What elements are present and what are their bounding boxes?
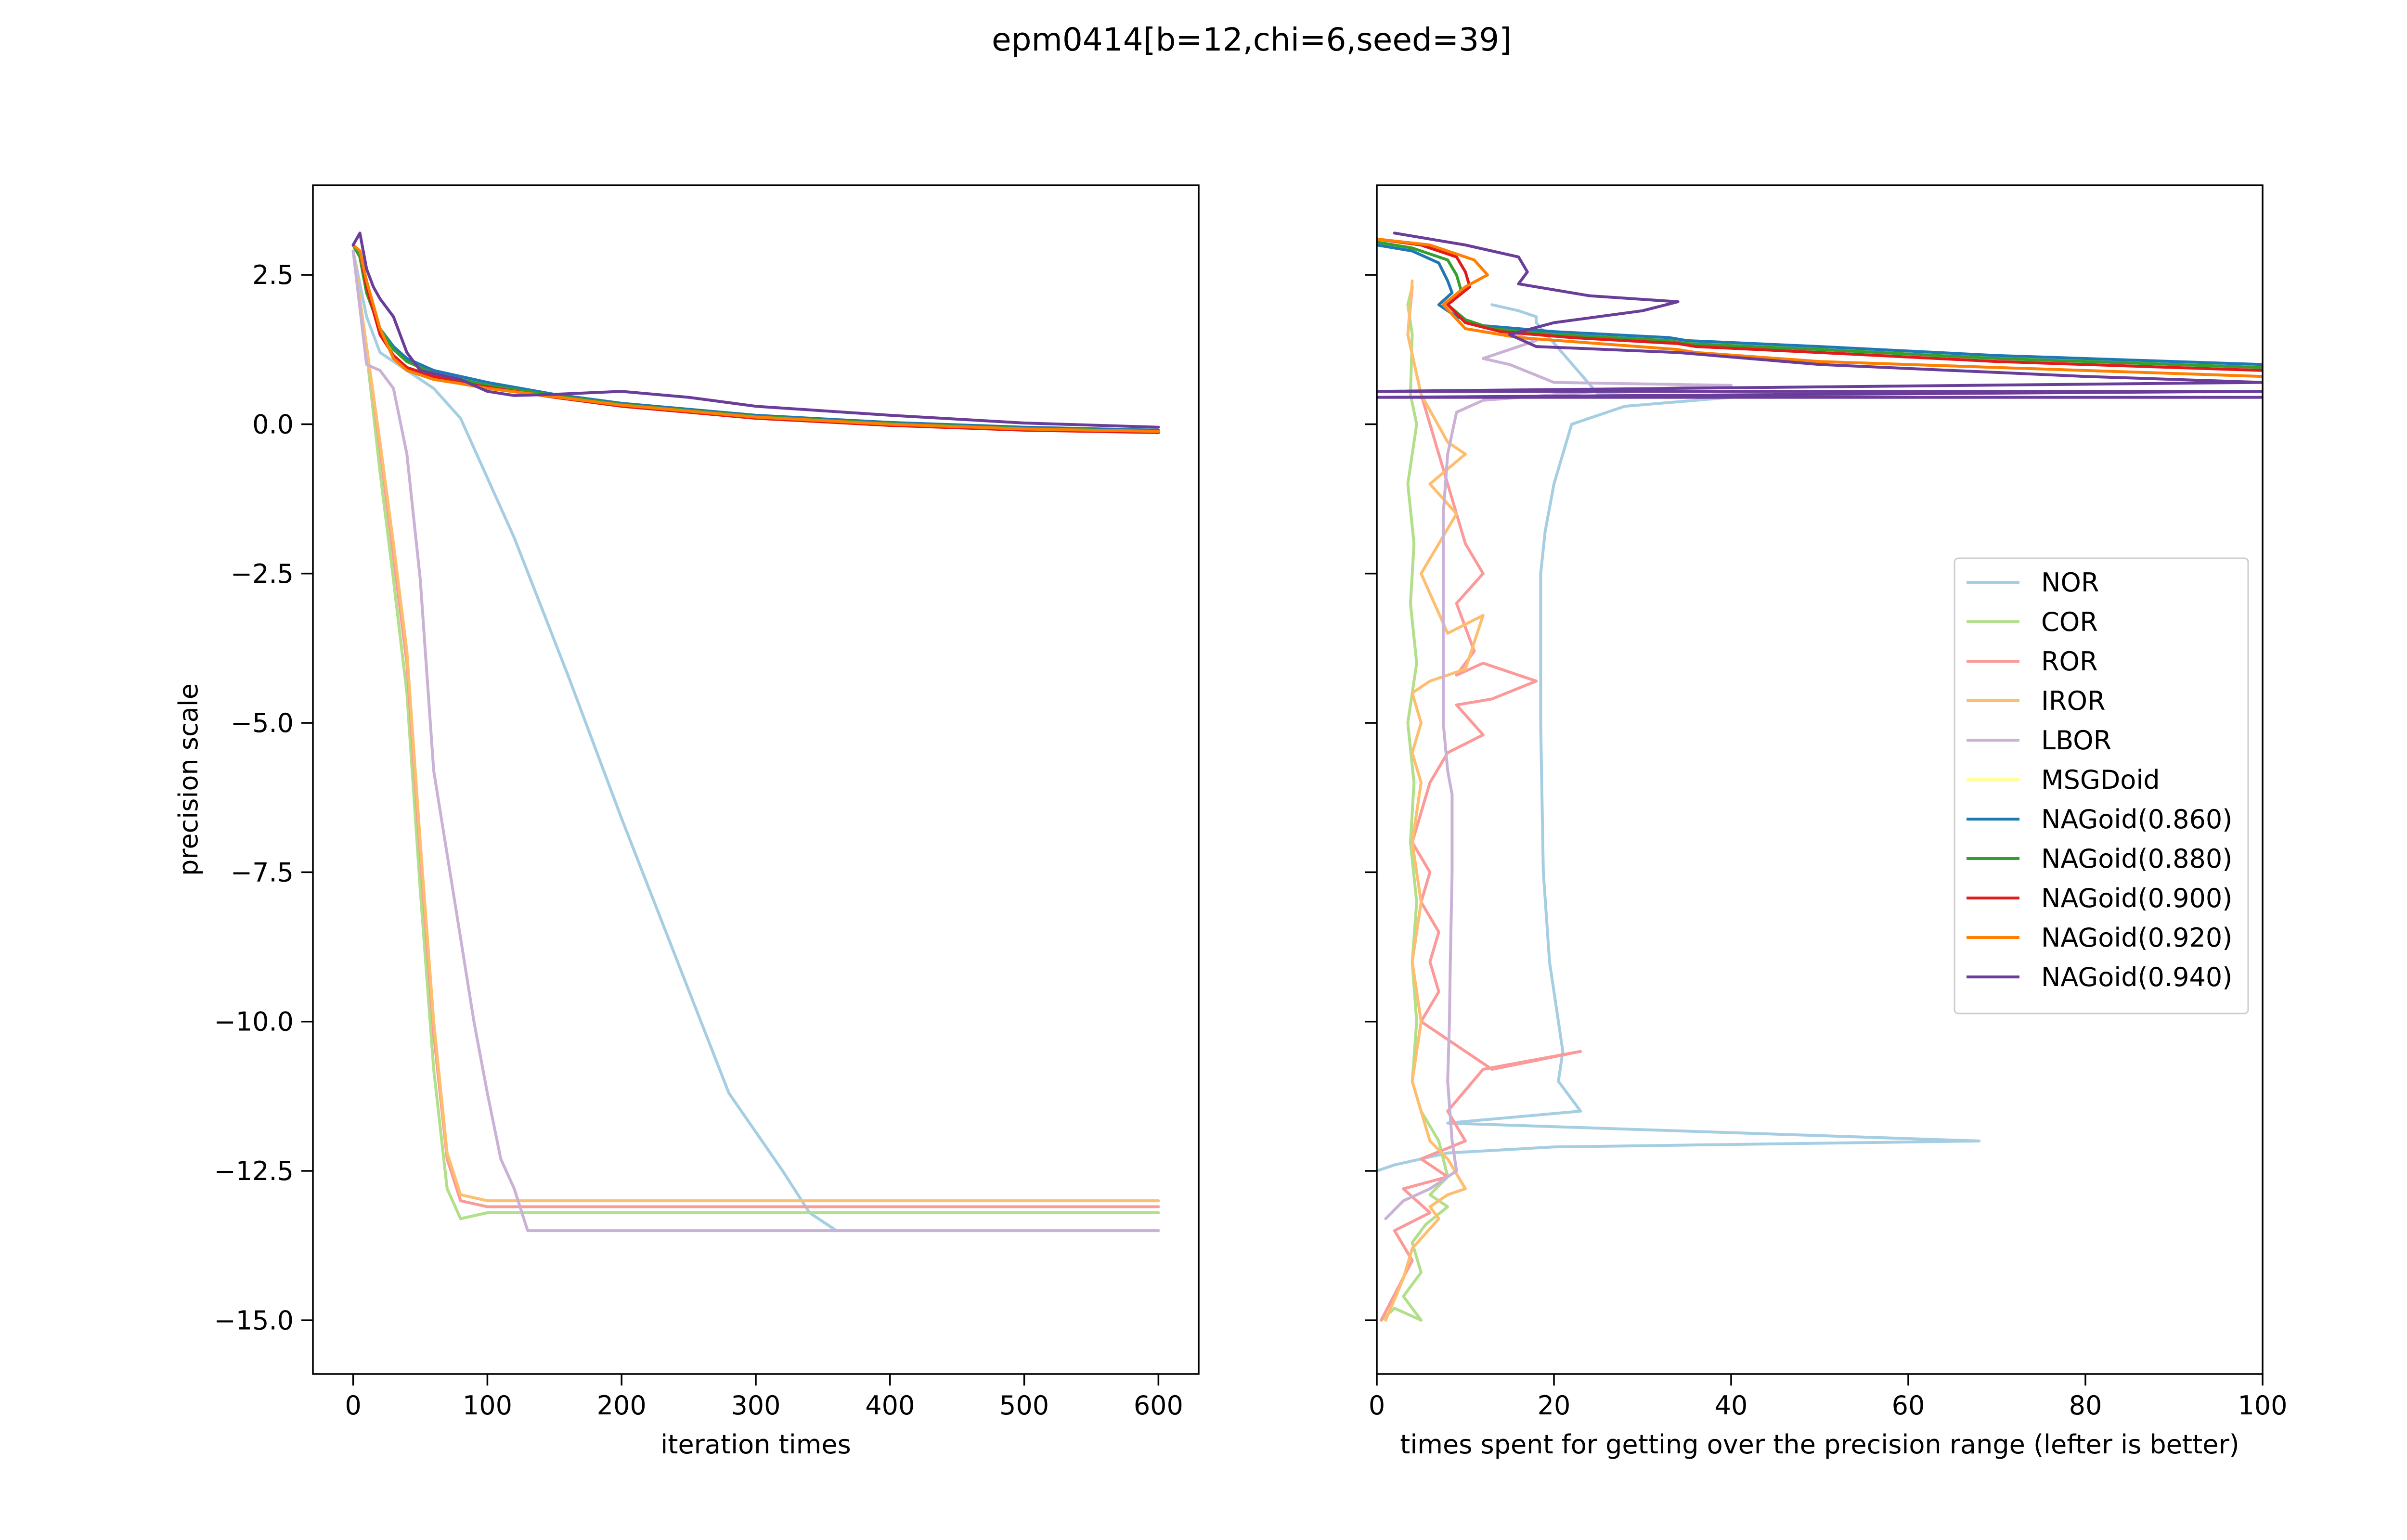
left-x-tick-label: 500 <box>999 1390 1049 1421</box>
right-series-nagoid-0-900 <box>1377 237 2263 372</box>
left-x-tick-label: 0 <box>345 1390 361 1421</box>
right-series-iror <box>1384 279 1485 1322</box>
legend-item-nagoid-0-920: NAGoid(0.920) <box>1967 923 2232 953</box>
legend-label: ROR <box>2041 646 2098 677</box>
legend-label: NAGoid(0.900) <box>2041 883 2232 913</box>
right-x-tick-label: 60 <box>1892 1390 1925 1421</box>
legend-item-lbor: LBOR <box>1967 725 2111 756</box>
legend-item-nagoid-0-860: NAGoid(0.860) <box>1967 804 2232 834</box>
left-plot-area <box>351 231 1160 1232</box>
left-series-cor <box>351 249 1160 1220</box>
legend-item-nagoid-0-940: NAGoid(0.940) <box>1967 962 2232 992</box>
right-ticks: 0 20 40 60 80 100 <box>1365 274 2288 1421</box>
legend-frame <box>1954 557 2249 1014</box>
left-y-tick-label: −10.0 <box>214 1007 294 1037</box>
right-series-lbor <box>1384 327 1733 1220</box>
right-x-tick-label: 20 <box>1538 1390 1571 1421</box>
right-x-tick-label: 0 <box>1369 1390 1385 1421</box>
left-x-tick-label: 400 <box>865 1390 915 1421</box>
left-y-tick-label: 0.0 <box>252 409 294 439</box>
left-y-tick-label: −5.0 <box>231 708 294 738</box>
right-x-tick-label: 40 <box>1715 1390 1748 1421</box>
left-xlabel: iteration times <box>660 1429 851 1460</box>
left-x-tick-label: 300 <box>731 1390 780 1421</box>
left-x-tick-label: 600 <box>1134 1390 1183 1421</box>
left-y-tick-label: −12.5 <box>214 1156 294 1186</box>
right-x-tick-label: 80 <box>2069 1390 2102 1421</box>
right-axes-frame <box>1376 184 2264 1375</box>
legend-item-nor: NOR <box>1967 567 2099 598</box>
left-ylabel: precision scale <box>173 683 204 876</box>
legend-label: MSGDoid <box>2041 765 2160 795</box>
left-y-tick-label: 2.5 <box>252 260 294 290</box>
left-series-iror <box>351 249 1160 1203</box>
left-series-nagoid-0-940 <box>351 231 1160 429</box>
legend: NOR COR ROR IROR LBOR MSGDoid NAGoid(0.860) NAG… <box>1954 557 2249 1014</box>
right-plot-area <box>1377 231 2263 1322</box>
legend-label: NAGoid(0.920) <box>2041 923 2232 953</box>
left-y-tick-label: −7.5 <box>231 857 294 887</box>
legend-label: NAGoid(0.880) <box>2041 844 2232 874</box>
left-series-nagoid-0-920 <box>351 244 1160 433</box>
figure-title: epm0414[b=12,chi=6,seed=39] <box>992 21 1512 58</box>
left-x-tick-label: 200 <box>597 1390 647 1421</box>
legend-item-ror: ROR <box>1967 646 2098 677</box>
legend-item-nagoid-0-880: NAGoid(0.880) <box>1967 844 2232 874</box>
legend-label: LBOR <box>2041 725 2111 756</box>
left-axes: 0 100 200 300 400 500 600 2.5 0.0 −2.5 −5.0 −7.5 −10… <box>173 184 1200 1460</box>
left-y-tick-label: −15.0 <box>214 1305 294 1335</box>
right-series-cor <box>1380 285 1449 1322</box>
legend-label: IROR <box>2041 686 2105 716</box>
left-x-tick-label: 100 <box>463 1390 512 1421</box>
left-ticks: 0 100 200 300 400 500 600 2.5 0.0 −2.5 −5.0 −7.5 −10… <box>214 260 1183 1421</box>
legend-label: NAGoid(0.940) <box>2041 962 2232 992</box>
legend-item-iror: IROR <box>1967 686 2105 716</box>
legend-item-msgdoid: MSGDoid <box>1967 765 2160 795</box>
right-series-ror <box>1380 285 1582 1322</box>
legend-item-cor: COR <box>1967 607 2098 637</box>
right-xlabel: times spent for getting over the precisi… <box>1400 1429 2239 1460</box>
right-x-tick-label: 100 <box>2238 1390 2287 1421</box>
legend-label: COR <box>2041 607 2098 637</box>
right-axes: 0 20 40 60 80 100 times spent for getting ove… <box>1365 184 2288 1460</box>
legend-label: NAGoid(0.860) <box>2041 804 2232 834</box>
legend-item-nagoid-0-900: NAGoid(0.900) <box>1967 883 2232 913</box>
right-series-nagoid-0-940 <box>1377 231 2263 399</box>
legend-label: NOR <box>2041 567 2099 598</box>
left-series-lbor <box>351 249 1160 1232</box>
left-y-tick-label: −2.5 <box>231 559 294 589</box>
